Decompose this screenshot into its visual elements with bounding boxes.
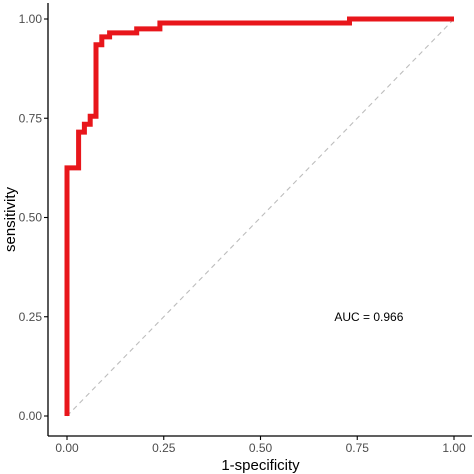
y-tick-label: 0.00 xyxy=(19,409,43,423)
auc-annotation: AUC = 0.966 xyxy=(334,310,403,324)
roc-curve-line xyxy=(64,16,454,416)
y-tick-label: 1.00 xyxy=(19,12,43,26)
reference-diagonal-line xyxy=(66,18,455,417)
x-tick-label: 0.00 xyxy=(55,441,79,455)
x-axis-title: 1-specificity xyxy=(221,457,300,474)
y-tick-label: 0.50 xyxy=(19,211,43,225)
x-tick-label: 0.75 xyxy=(346,441,370,455)
y-axis-ticks: 0.00 0.25 0.50 0.75 1.00 xyxy=(19,12,48,423)
y-axis-title: sensitivity xyxy=(2,186,19,252)
x-tick-label: 0.25 xyxy=(152,441,176,455)
x-tick-label: 0.50 xyxy=(249,441,273,455)
y-tick-label: 0.25 xyxy=(19,310,43,324)
x-axis-ticks: 0.00 0.25 0.50 0.75 1.00 xyxy=(55,436,466,455)
y-tick-label: 0.75 xyxy=(19,111,43,125)
x-tick-label: 1.00 xyxy=(442,441,466,455)
